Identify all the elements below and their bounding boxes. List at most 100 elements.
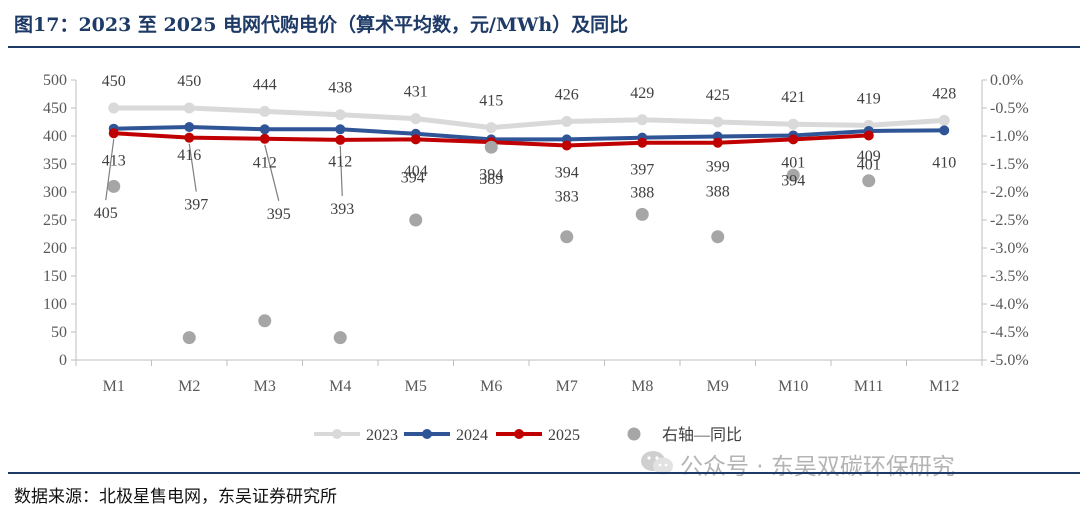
data-label-2023: 450 [102,73,126,90]
left-tick-label: 0 [59,352,67,369]
right-axis-ticks: 0.0% -0.5% -1.0% -1.5% -2.0% -2.5% -3.0% -3.5% -… [982,72,1029,369]
point-2024 [259,124,270,135]
data-label-2024: 409 [857,148,881,165]
yoy-point [862,174,876,188]
data-label-2025: 393 [330,201,354,218]
yoy-point [258,314,272,328]
right-tick-label: 0.0% [990,72,1023,89]
point-2023 [259,105,271,117]
legend-label: 右轴—同比 [662,426,742,444]
yoy-point [107,179,121,193]
point-2023 [183,102,195,114]
point-2025 [335,134,346,145]
point-2023 [485,122,497,134]
yoy-point [635,207,649,221]
chart: 0 50 100 150 200 250 300 350 400 450 500 0.0% -0.5%… [43,72,1029,444]
series-line-2023 [113,105,945,131]
data-label-2025: 397 [184,197,208,214]
point-2024 [184,122,195,133]
data-label-2023: 426 [555,86,579,103]
chart-grid [75,80,983,361]
data-label-2024: 410 [932,154,956,171]
x-tick-label: M11 [854,378,884,395]
leader-line [188,143,197,192]
point-2023 [334,109,346,121]
legend: 2023 2024 2025 右轴—同比 [314,426,742,444]
right-tick-label: -5.0% [990,352,1029,369]
point-2025 [410,134,421,145]
yoy-point [560,230,574,244]
point-2023 [636,114,648,126]
x-tick-label: M12 [929,378,959,395]
data-label-2023: 415 [479,93,503,110]
data-label-2023: 428 [932,85,956,102]
data-label-2025: 401 [857,156,881,173]
data-label-2025: 389 [479,171,503,188]
x-tick-label: M6 [480,378,502,395]
right-tick-label: -4.5% [990,324,1029,341]
point-2023 [938,114,950,126]
legend-marker [332,429,342,439]
point-2025 [184,132,195,143]
x-tick-label: M2 [178,378,200,395]
x-tick-label: M1 [103,378,125,395]
data-label-2024: 397 [630,162,654,179]
left-tick-label: 200 [43,240,67,257]
data-label-2023: 419 [857,90,881,107]
legend-marker [514,429,524,439]
chart-series [107,102,950,345]
data-label-2024: 401 [781,154,805,171]
point-2025 [108,128,119,139]
x-tick-label: M7 [556,378,578,395]
point-2025 [712,137,723,148]
yoy-point [182,331,196,345]
yoy-point [333,331,347,345]
data-label-2024: 394 [479,166,503,183]
right-tick-label: -3.0% [990,240,1029,257]
data-label-2025: 388 [706,184,730,201]
data-label-2023: 421 [781,89,805,106]
legend-marker [627,427,641,441]
yoy-point [711,230,725,244]
point-2025 [259,133,270,144]
data-label-2025: 383 [555,189,579,206]
data-label-2024: 413 [102,153,126,170]
yoy-point [409,213,423,227]
x-tick-label: M4 [329,378,351,395]
data-label-2023: 425 [706,87,730,104]
figure-title: 图17：2023 至 2025 电网代购电价（算术平均数，元/MWh）及同比 [14,14,629,36]
data-labels: 450 450 444 438 431 415 426 429 425 421 419 428 413 4… [94,73,957,223]
data-label-2024: 416 [177,147,201,164]
left-tick-label: 250 [43,212,67,229]
data-label-2024: 412 [253,154,277,171]
left-tick-label: 450 [43,100,67,117]
point-2023 [561,115,573,127]
leader-line [339,145,343,196]
point-2024 [335,124,346,135]
data-label-2025: 395 [267,206,291,223]
data-label-2025: 388 [630,185,654,202]
source-note: 数据来源：北极星售电网，东吴证券研究所 [14,487,337,507]
watermark: 公众号 · 东吴双碳环保研究 [680,454,955,480]
left-tick-label: 400 [43,128,67,145]
left-tick-label: 50 [51,324,67,341]
point-2025 [561,140,572,151]
x-tick-label: M9 [707,378,729,395]
point-2023 [410,113,422,125]
leader-line [264,144,280,201]
data-label-2023: 438 [328,80,352,97]
right-tick-label: -2.0% [990,184,1029,201]
data-label-2023: 431 [404,84,428,101]
data-label-2025: 394 [401,169,425,186]
top-rule [8,46,1080,48]
yoy-point [484,140,498,154]
wechat-icon [641,451,673,475]
x-tick-label: M5 [405,378,427,395]
right-tick-label: -1.5% [990,156,1029,173]
point-2024 [939,125,950,136]
point-2023 [108,102,120,114]
right-tick-label: -3.5% [990,268,1029,285]
legend-label: 2024 [456,427,488,444]
x-tick-label: M3 [254,378,276,395]
data-label-2024: 404 [404,163,428,180]
